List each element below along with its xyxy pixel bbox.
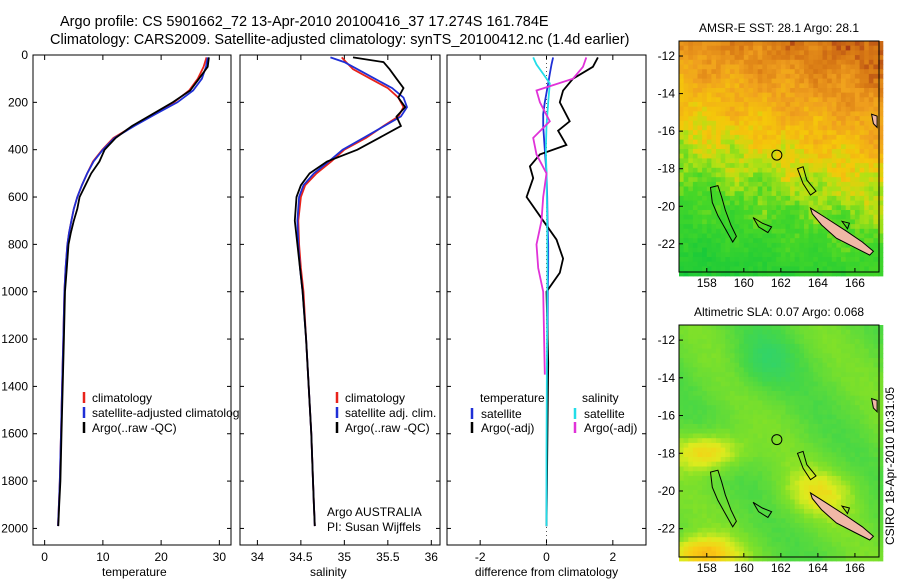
legend-entry: satellite-adjusted climatology [92,406,245,420]
sst-map-xtick-label: 162 [771,276,791,290]
temperature-ytick-label: 1000 [1,285,28,299]
temperature-ytick-label: 0 [21,48,28,62]
bellona-reef [752,217,773,234]
legend-entry: Argo(-adj) [584,421,637,435]
sla-map-xtick-label: 164 [808,561,828,575]
salinity-xtick-label: 35 [338,550,352,564]
sst-map-title: AMSR-E SST: 28.1 Argo: 28.1 [699,21,859,35]
temperature-ytick-label: 1600 [1,427,28,441]
salinity-xtick-label: 36 [425,550,439,564]
sla-map-frame [678,324,880,558]
footer-stamp: CSIRO 18-Apr-2010 10:31:05 [883,387,897,545]
sla-map-ytick-label: -20 [658,484,676,498]
entrecasteaux-reef [796,166,817,196]
title-line-1: Argo profile: CS 5901662_72 13-Apr-2010 … [60,14,549,30]
sst-map-cells [679,41,884,277]
sst-map-ytick-label: -16 [658,124,676,138]
salinity-xtick-label: 35.5 [376,550,400,564]
entrecasteaux-reef [796,450,817,481]
sla-map-ytick-label: -22 [658,522,676,536]
series-Argo(..raw -QC) [293,56,407,527]
temperature-ytick-label: 200 [8,95,28,109]
salinity-frame [239,54,441,546]
salinity-xlabel: salinity [310,565,347,579]
sst-map-xtick-label: 158 [697,276,717,290]
sst-map-ytick-label: -14 [658,87,676,101]
sla-map-xtick-label: 162 [771,561,791,575]
sla-map-panel: Altimetric SLA: 0.07 Argo: 0.068 158 160 16… [658,305,884,575]
chesterfield-reef [709,184,737,243]
legend-entry: Argo(..raw -QC) [92,421,177,435]
series-temperature Argo(-adj) [525,56,599,527]
difference-xtick-label: 0 [543,550,550,564]
difference-xlabel: difference from climatology [475,565,618,579]
sst-map-xtick-label: 166 [845,276,865,290]
sst-map-argo-marker [771,149,783,161]
temperature-ytick-label: 400 [8,143,28,157]
legend-entry: climatology [92,391,152,405]
temperature-xtick-label: 0 [41,550,48,564]
temperature-ytick-label: 1400 [1,379,28,393]
series-Argo(..raw -QC) [57,57,210,527]
sst-map-xtick-label: 160 [734,276,754,290]
difference-xtick-label: 2 [609,550,616,564]
legend-header-temperature: temperature [480,391,545,405]
sla-map-ytick-label: -16 [658,409,676,423]
annotation-line-2: PI: Susan Wijffels [327,520,421,534]
title-line-2: Climatology: CARS2009. Satellite-adjuste… [50,32,630,48]
legend-header-salinity: salinity [582,391,619,405]
sla-map-ytick-label: -18 [658,446,676,460]
legend-entry: Argo(-adj) [481,421,534,435]
temperature-xtick-label: 20 [154,550,168,564]
salinity-xtick-label: 34.5 [289,550,313,564]
sla-map-xtick-label: 160 [734,561,754,575]
sla-map-xtick-label: 166 [845,561,865,575]
temperature-frame [32,54,232,546]
legend-entry: satellite [481,407,522,421]
legend-entry: satellite [584,407,625,421]
sla-map-ytick-label: -14 [658,371,676,385]
sst-map-ytick-label: -18 [658,162,676,176]
temperature-xtick-label: 30 [213,550,227,564]
salinity-xtick-label: 34 [251,550,265,564]
sla-map-cells [679,325,884,562]
salinity-panel: 34 34.5 35 35.5 36 salinity climatologysatelli… [239,54,441,579]
sla-map-xtick-label: 158 [697,561,717,575]
temperature-ytick-label: 800 [8,237,28,251]
temperature-xtick-label: 10 [96,550,110,564]
reef-outline [840,505,851,515]
temperature-ytick-label: 1200 [1,332,28,346]
sst-map-ytick-label: -22 [658,237,676,251]
new-caledonia-land [809,206,875,256]
vanuatu-land [870,397,878,414]
sst-map-ytick-label: -20 [658,199,676,213]
annotation-line-1: Argo AUSTRALIA [327,505,422,519]
vanuatu-land [870,113,878,129]
legend-entry: satellite adj. clim. [345,406,436,420]
series-salinity satellite [532,57,551,527]
bellona-reef [752,501,773,519]
sst-map-panel: AMSR-E SST: 28.1 Argo: 28.1 158 160 162 164 1… [658,21,884,290]
sst-map-xtick-label: 164 [808,276,828,290]
legend-entry: climatology [345,391,405,405]
sla-map-argo-marker [771,434,783,446]
temperature-xlabel: temperature [102,565,167,579]
difference-xtick-label: -2 [475,550,486,564]
new-caledonia-land [809,491,875,541]
temperature-ytick-label: 2000 [1,521,28,535]
temperature-ytick-label: 1800 [1,474,28,488]
sla-map-ytick-label: -12 [658,333,676,347]
sst-map-frame [678,40,880,273]
series-salinity Argo(-adj) [532,57,588,375]
legend-entry: Argo(..raw -QC) [345,421,430,435]
sla-map-title: Altimetric SLA: 0.07 Argo: 0.068 [694,305,864,319]
sst-map-ytick-label: -12 [658,49,676,63]
chesterfield-reef [709,469,737,528]
temperature-panel: 0 10 20 30 0 200 400 600 800 1000 1200 1400 1600 1800… [1,48,245,579]
reef-outline [840,220,851,230]
temperature-ytick-label: 600 [8,190,28,204]
